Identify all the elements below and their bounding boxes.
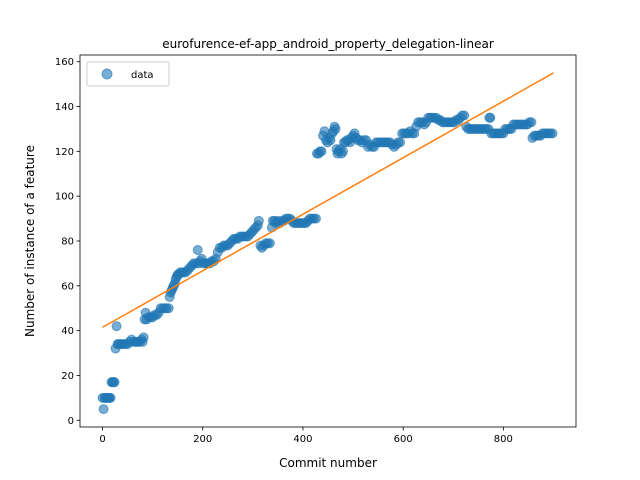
y-tick-label: 140 bbox=[55, 102, 74, 113]
data-point bbox=[111, 321, 122, 332]
legend: data bbox=[86, 61, 170, 87]
data-point bbox=[310, 213, 321, 224]
data-point bbox=[253, 215, 264, 226]
data-point bbox=[526, 117, 537, 128]
data-point bbox=[330, 123, 341, 134]
data-point bbox=[138, 332, 149, 343]
data-point bbox=[485, 112, 496, 123]
data-point bbox=[109, 377, 120, 388]
data-point bbox=[98, 404, 109, 415]
y-tick-label: 120 bbox=[55, 147, 74, 158]
y-axis-title: Number of instance of a feature bbox=[23, 145, 37, 337]
x-tick-label: 800 bbox=[494, 434, 513, 445]
fit-line bbox=[102, 72, 554, 328]
plot-layer bbox=[97, 72, 558, 415]
y-tick-label: 20 bbox=[61, 371, 74, 382]
data-point bbox=[547, 128, 558, 139]
data-point bbox=[316, 146, 327, 157]
data-point bbox=[264, 238, 275, 249]
x-tick-label: 600 bbox=[394, 434, 413, 445]
chart-title: eurofurence-ef-app_android_property_dele… bbox=[162, 37, 494, 51]
y-tick-label: 80 bbox=[61, 237, 74, 248]
x-tick-label: 0 bbox=[99, 434, 105, 445]
data-point bbox=[163, 303, 174, 314]
data-point bbox=[105, 392, 116, 403]
y-tick-label: 40 bbox=[61, 326, 74, 337]
y-tick-label: 160 bbox=[55, 57, 74, 68]
data-point bbox=[459, 110, 470, 121]
data-point bbox=[338, 146, 349, 157]
data-point bbox=[395, 137, 406, 148]
x-tick-label: 200 bbox=[193, 434, 212, 445]
y-tick-label: 100 bbox=[55, 192, 74, 203]
axis-layer: 0 200 400 600 800 0 20 40 60 80 100 120 140 160 bbox=[55, 57, 513, 445]
legend-marker-data bbox=[101, 68, 113, 80]
x-axis-title: Commit number bbox=[279, 456, 377, 470]
y-tick-label: 0 bbox=[68, 416, 74, 427]
y-tick-label: 60 bbox=[61, 281, 74, 292]
data-point bbox=[192, 244, 203, 255]
x-tick-label: 400 bbox=[293, 434, 312, 445]
legend-box bbox=[86, 61, 170, 87]
legend-label-data: data bbox=[131, 70, 154, 81]
